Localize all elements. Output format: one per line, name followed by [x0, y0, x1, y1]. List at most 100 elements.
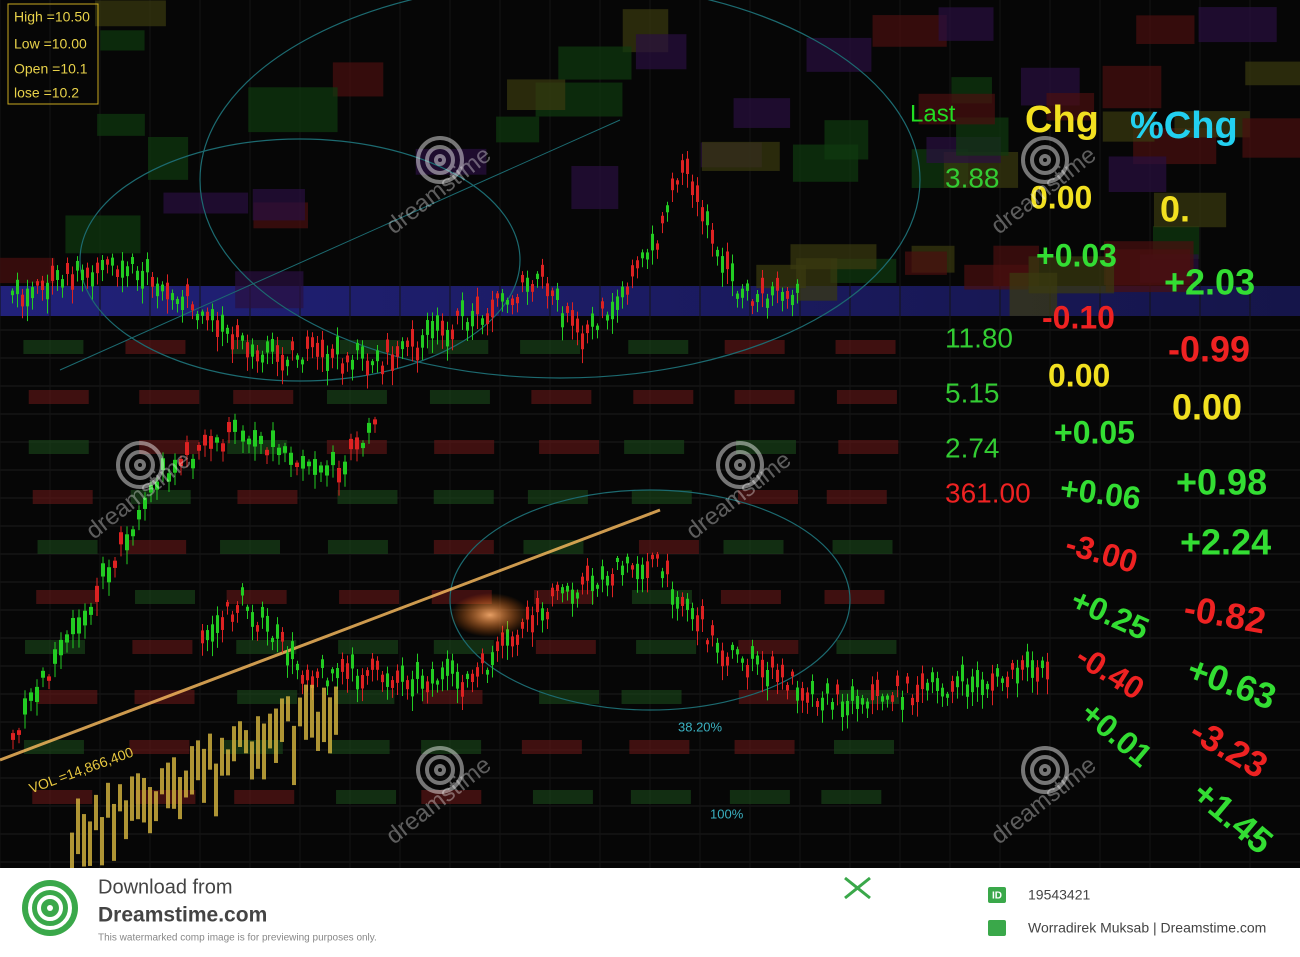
- candle: [641, 564, 644, 580]
- table-cell: [334, 690, 395, 704]
- blurred-cell: [496, 116, 540, 143]
- table-cell: [233, 390, 294, 404]
- table-cell: [236, 640, 297, 654]
- chg-value: +0.03: [1036, 237, 1117, 273]
- candle: [481, 318, 484, 325]
- candle: [666, 560, 669, 575]
- last-value: 3.88: [945, 162, 1000, 193]
- candle: [366, 360, 369, 376]
- candle: [546, 283, 549, 297]
- candle: [661, 215, 664, 224]
- candle: [741, 658, 744, 663]
- candle: [706, 640, 709, 645]
- fib-label: 38.20%: [678, 719, 723, 734]
- table-cell: [624, 440, 685, 454]
- table-cell: [139, 440, 200, 454]
- candle: [101, 563, 105, 577]
- candle: [226, 602, 229, 607]
- candle: [356, 342, 359, 351]
- watermark-logo: [125, 450, 155, 480]
- candle: [197, 444, 201, 451]
- table-cell: [36, 590, 97, 604]
- table-cell: [839, 690, 900, 704]
- blurred-cell: [1103, 241, 1194, 286]
- candle: [671, 589, 674, 605]
- candle: [146, 259, 149, 273]
- candle: [296, 355, 299, 360]
- candle: [56, 270, 59, 280]
- candle: [631, 265, 634, 277]
- volume-bar: [112, 803, 116, 861]
- candle: [816, 701, 819, 707]
- candle: [336, 668, 339, 679]
- candle: [436, 680, 439, 685]
- candle: [621, 286, 624, 298]
- candle: [691, 181, 694, 196]
- candle: [811, 680, 814, 695]
- ohlc-low: Low =10.00: [14, 36, 87, 52]
- candle: [796, 283, 799, 293]
- candle: [521, 274, 524, 283]
- candle: [561, 313, 564, 328]
- candle: [26, 288, 29, 307]
- candle: [626, 286, 629, 295]
- table-cell: [326, 390, 387, 404]
- candle: [716, 249, 719, 257]
- candle: [246, 342, 249, 358]
- candle: [1036, 667, 1039, 682]
- table-cell: [539, 440, 600, 454]
- candle: [491, 299, 494, 318]
- candle: [606, 314, 609, 321]
- table-cell: [534, 590, 595, 604]
- candle: [331, 348, 334, 358]
- table-cell: [729, 790, 790, 804]
- volume-bar: [118, 784, 122, 812]
- candle: [301, 359, 304, 365]
- blurred-cell: [65, 215, 141, 254]
- blurred-cell: [756, 264, 806, 289]
- table-cell: [539, 690, 600, 704]
- ohlc-frame: [7, 3, 99, 105]
- watermark-logo: [1039, 154, 1051, 166]
- candle: [53, 649, 57, 664]
- candle: [516, 296, 519, 304]
- candle: [716, 642, 719, 653]
- candle: [386, 673, 389, 687]
- candle: [406, 340, 409, 347]
- candle: [179, 459, 183, 466]
- candle: [343, 461, 347, 475]
- watermark-logo: [725, 450, 755, 480]
- candle: [706, 211, 709, 226]
- footer-site: Dreamstime.com: [98, 904, 267, 927]
- candle: [986, 683, 989, 690]
- volume-bar: [166, 762, 170, 809]
- blurred-cell: [252, 188, 305, 221]
- blurred-cell: [905, 251, 947, 275]
- candle: [471, 310, 474, 327]
- candle: [341, 363, 344, 374]
- candle: [601, 301, 604, 309]
- candle: [426, 681, 429, 693]
- chg-value: 0.00: [1048, 357, 1110, 393]
- candle: [401, 341, 404, 350]
- candle: [721, 650, 724, 667]
- candle: [89, 606, 93, 615]
- candle: [596, 584, 599, 589]
- table-cell: [329, 740, 390, 754]
- blurred-cell: [332, 62, 384, 97]
- candle: [831, 702, 834, 710]
- candle: [351, 359, 354, 370]
- table-cell: [429, 390, 490, 404]
- candle: [107, 567, 111, 583]
- candle: [611, 301, 614, 320]
- candle: [876, 679, 879, 697]
- candle: [766, 670, 769, 687]
- candle: [651, 554, 654, 560]
- candle: [149, 485, 153, 493]
- volume-bar: [220, 737, 224, 776]
- candle: [491, 652, 494, 666]
- candle: [771, 286, 774, 296]
- ohlc-open: Open =10.1: [14, 61, 88, 77]
- candle: [161, 458, 165, 470]
